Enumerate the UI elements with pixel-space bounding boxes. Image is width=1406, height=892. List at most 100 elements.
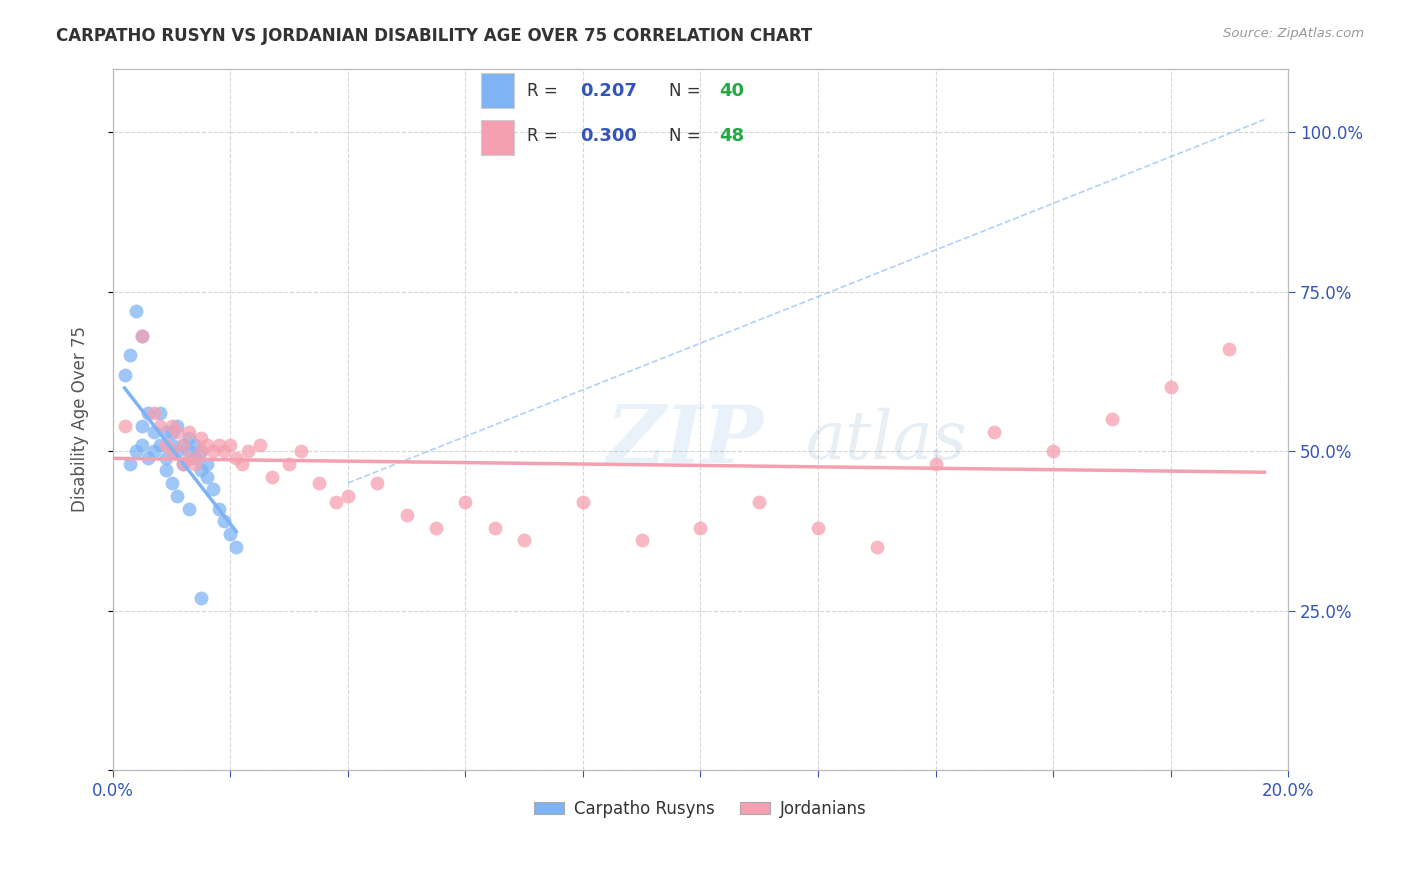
Point	[1160, 380, 1182, 394]
Point	[136, 450, 159, 465]
Point	[190, 463, 212, 477]
Point	[155, 438, 177, 452]
Point	[924, 457, 946, 471]
Point	[120, 457, 142, 471]
Text: atlas: atlas	[806, 408, 967, 473]
Point	[225, 540, 247, 554]
Point	[120, 349, 142, 363]
Point	[172, 457, 194, 471]
Point	[214, 514, 236, 528]
Point	[454, 495, 477, 509]
Point	[572, 495, 595, 509]
Point	[231, 457, 253, 471]
Point	[484, 521, 506, 535]
Point	[179, 450, 201, 465]
Point	[184, 450, 207, 465]
Point	[143, 425, 166, 439]
Point	[325, 495, 347, 509]
Point	[131, 329, 153, 343]
Point	[190, 431, 212, 445]
Point	[172, 438, 194, 452]
Point	[155, 463, 177, 477]
Point	[166, 489, 188, 503]
Point	[236, 444, 259, 458]
Point	[866, 540, 889, 554]
Point	[207, 438, 229, 452]
Point	[630, 533, 652, 548]
Point	[207, 501, 229, 516]
Point	[1042, 444, 1064, 458]
Point	[1218, 342, 1240, 356]
Point	[179, 431, 201, 445]
Point	[290, 444, 312, 458]
Bar	[481, 73, 515, 108]
Point	[366, 476, 388, 491]
Point	[179, 501, 201, 516]
Point	[149, 406, 172, 420]
Point	[190, 591, 212, 605]
Text: N =: N =	[669, 82, 706, 100]
Point	[513, 533, 536, 548]
Point	[166, 444, 188, 458]
Point	[983, 425, 1005, 439]
Point	[149, 418, 172, 433]
Point	[114, 368, 136, 382]
Text: CARPATHO RUSYN VS JORDANIAN DISABILITY AGE OVER 75 CORRELATION CHART: CARPATHO RUSYN VS JORDANIAN DISABILITY A…	[56, 27, 813, 45]
Point	[195, 438, 218, 452]
Point	[214, 444, 236, 458]
Point	[249, 438, 271, 452]
Point	[1101, 412, 1123, 426]
Text: 40: 40	[718, 82, 744, 100]
Point	[143, 444, 166, 458]
Point	[131, 438, 153, 452]
Legend: Carpatho Rusyns, Jordanians: Carpatho Rusyns, Jordanians	[527, 794, 873, 825]
Point	[160, 476, 183, 491]
Text: R =: R =	[527, 82, 564, 100]
Text: N =: N =	[669, 128, 706, 145]
Point	[179, 444, 201, 458]
Bar	[481, 120, 515, 155]
Text: 0.300: 0.300	[581, 128, 637, 145]
Point	[195, 469, 218, 483]
Point	[155, 450, 177, 465]
Point	[260, 469, 283, 483]
Point	[425, 521, 447, 535]
Point	[136, 406, 159, 420]
Text: Source: ZipAtlas.com: Source: ZipAtlas.com	[1223, 27, 1364, 40]
Point	[195, 457, 218, 471]
Point	[748, 495, 770, 509]
Point	[160, 438, 183, 452]
Point	[190, 444, 212, 458]
Point	[184, 457, 207, 471]
Point	[125, 303, 148, 318]
Point	[689, 521, 711, 535]
Point	[278, 457, 301, 471]
Point	[395, 508, 418, 522]
Point	[201, 483, 224, 497]
Point	[160, 425, 183, 439]
Text: R =: R =	[527, 128, 564, 145]
Point	[131, 329, 153, 343]
Point	[219, 527, 242, 541]
Point	[143, 406, 166, 420]
Text: ZIP: ZIP	[606, 401, 763, 479]
Point	[201, 444, 224, 458]
Point	[160, 444, 183, 458]
Point	[155, 425, 177, 439]
Point	[166, 425, 188, 439]
Point	[225, 450, 247, 465]
Point	[114, 418, 136, 433]
Y-axis label: Disability Age Over 75: Disability Age Over 75	[72, 326, 89, 512]
Text: 48: 48	[718, 128, 744, 145]
Point	[166, 418, 188, 433]
Point	[179, 425, 201, 439]
Point	[308, 476, 330, 491]
Point	[149, 438, 172, 452]
Point	[125, 444, 148, 458]
Point	[131, 418, 153, 433]
Point	[807, 521, 830, 535]
Point	[336, 489, 359, 503]
Point	[160, 418, 183, 433]
Point	[172, 457, 194, 471]
Point	[219, 438, 242, 452]
